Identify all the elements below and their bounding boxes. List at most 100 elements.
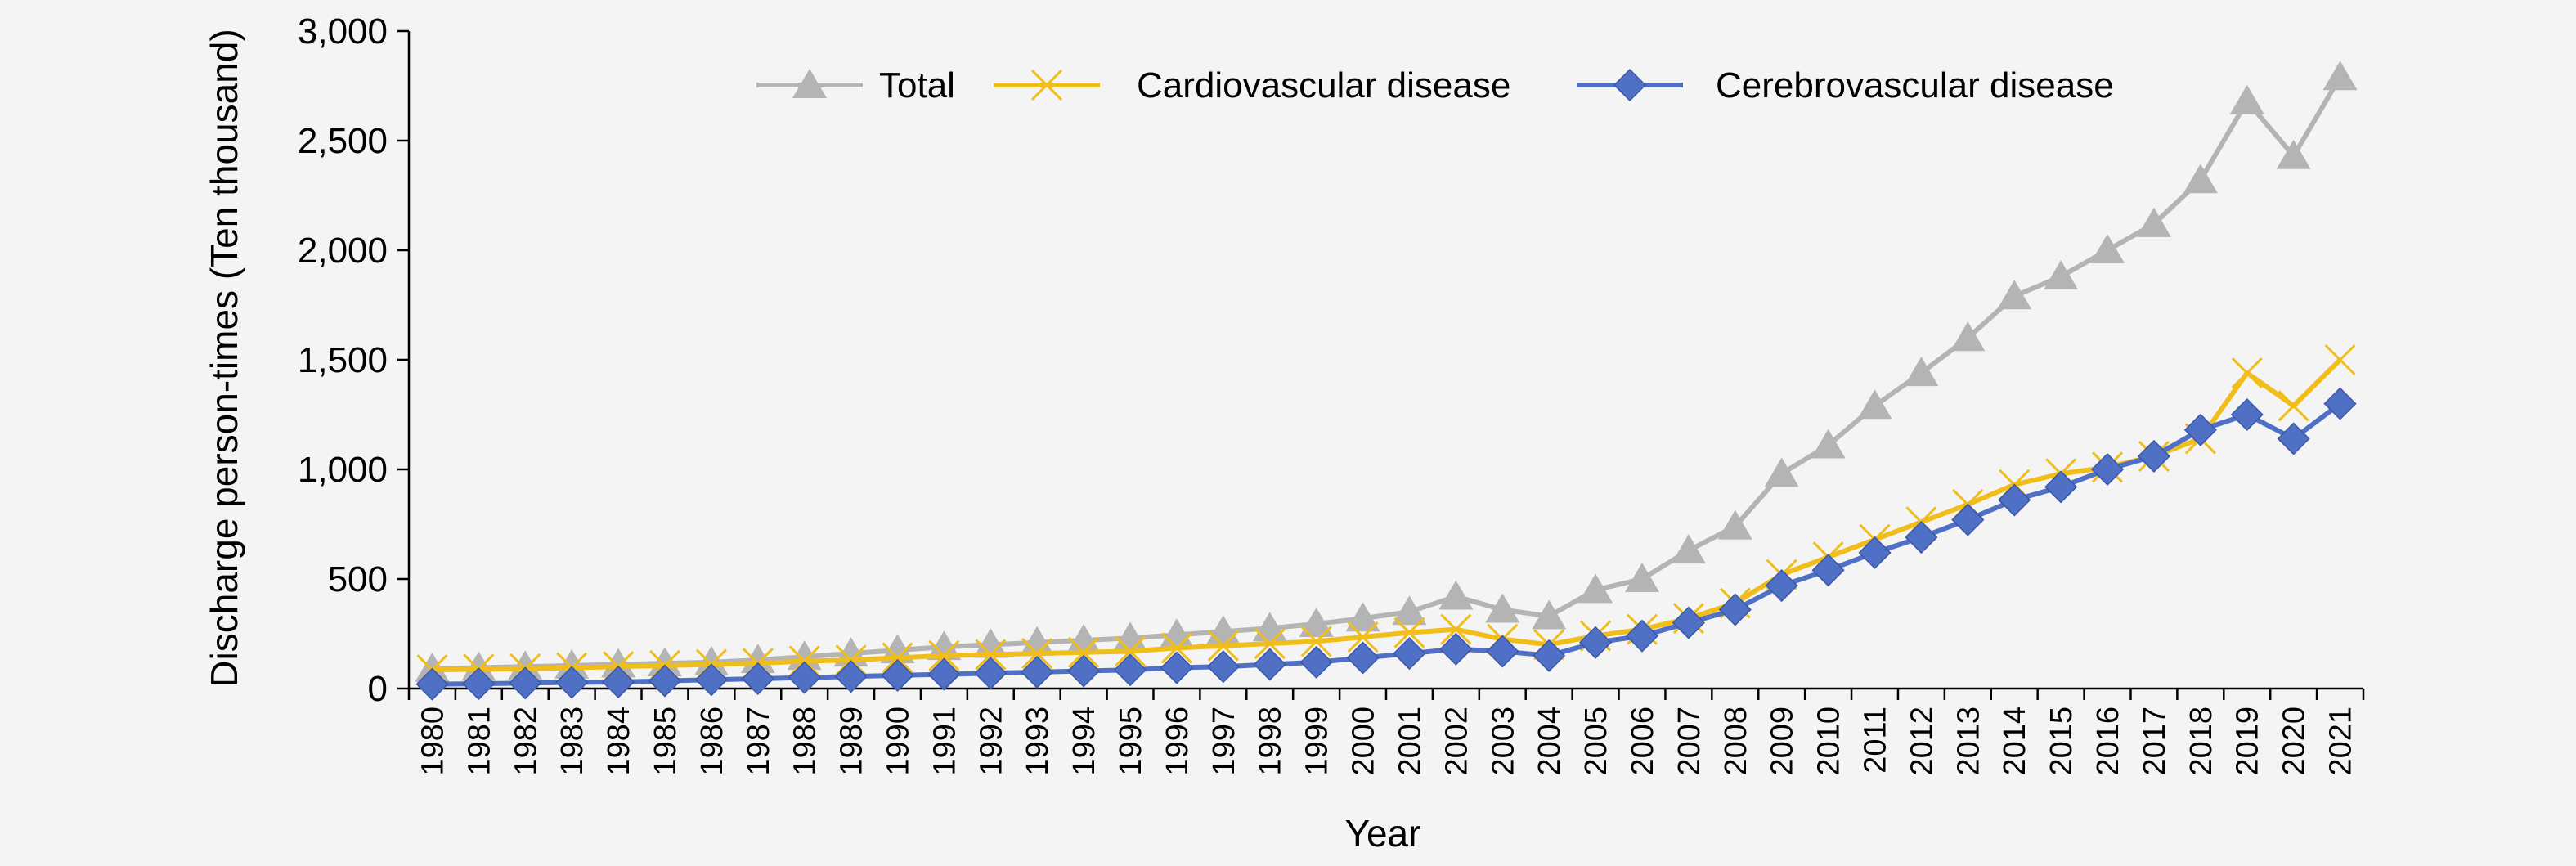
data-point-total <box>1485 593 1520 623</box>
data-point-cardiovascular-disease <box>2231 357 2263 389</box>
data-point-cerebrovascular-disease <box>415 667 449 701</box>
data-point-total <box>1438 580 1474 610</box>
x-tick-label: 2017 <box>2138 707 2172 776</box>
data-point-cerebrovascular-disease <box>1905 521 1938 554</box>
data-point-cardiovascular-disease <box>1160 632 1192 664</box>
data-point-cardiovascular-disease <box>1114 635 1147 667</box>
x-tick-label: 2015 <box>2044 707 2079 776</box>
data-point-total <box>1345 602 1380 632</box>
x-tick-label: 2002 <box>1439 707 1474 776</box>
data-point-total <box>2276 139 2311 169</box>
data-point-total <box>1066 624 1102 654</box>
x-tick-label: 2009 <box>1766 707 1800 776</box>
data-point-cardiovascular-disease <box>1347 621 1379 653</box>
data-point-cerebrovascular-disease <box>2230 397 2264 432</box>
x-tick-label: 1996 <box>1160 707 1195 776</box>
data-point-cardiovascular-disease <box>882 642 913 674</box>
x-tick-label: 2006 <box>1626 707 1660 776</box>
x-tick-label: 1998 <box>1254 707 1288 776</box>
data-point-cerebrovascular-disease <box>2277 422 2310 455</box>
data-point-cerebrovascular-disease <box>648 664 682 698</box>
data-point-cerebrovascular-disease <box>1067 654 1101 688</box>
data-point-cerebrovascular-disease <box>741 662 774 696</box>
y-tick-label: 500 <box>328 559 388 599</box>
data-point-total <box>508 650 543 680</box>
x-tick-label: 1997 <box>1207 707 1241 776</box>
x-tick-label: 2019 <box>2231 707 2265 776</box>
data-point-cardiovascular-disease <box>1068 636 1100 668</box>
data-point-cerebrovascular-disease <box>602 665 635 699</box>
x-tick-label: 1991 <box>927 707 962 776</box>
x-tick-label: 1985 <box>648 707 683 776</box>
data-point-cerebrovascular-disease <box>1346 641 1380 675</box>
data-point-cardiovascular-disease <box>1254 627 1286 660</box>
x-tick-label: 1982 <box>509 707 543 776</box>
data-point-cerebrovascular-disease <box>1951 503 1985 536</box>
y-tick-label: 3,000 <box>298 11 388 52</box>
x-tick-label: 1992 <box>974 707 1008 776</box>
data-point-cerebrovascular-disease <box>788 661 821 694</box>
x-tick-label: 2020 <box>2278 707 2312 776</box>
x-tick-label: 1983 <box>555 707 590 776</box>
data-point-total <box>927 630 962 661</box>
data-point-cerebrovascular-disease <box>1299 645 1333 679</box>
data-point-cerebrovascular-disease <box>1206 650 1240 684</box>
data-point-total <box>2322 61 2358 91</box>
data-point-total <box>647 647 682 677</box>
data-point-cerebrovascular-disease <box>2323 387 2357 420</box>
data-point-cerebrovascular-disease <box>1021 655 1054 689</box>
data-point-cerebrovascular-disease <box>1765 568 1798 603</box>
data-point-cerebrovascular-disease <box>1160 651 1193 684</box>
data-point-cerebrovascular-disease <box>2183 413 2217 446</box>
legend-label: Cerebrovascular disease <box>1716 65 2114 105</box>
data-point-cerebrovascular-disease <box>1533 639 1566 672</box>
data-point-total <box>1624 563 1659 592</box>
x-tick-label: 2013 <box>1951 707 1986 776</box>
data-point-total <box>1671 534 1706 564</box>
data-point-cerebrovascular-disease <box>2044 470 2078 504</box>
data-point-cerebrovascular-disease <box>555 666 589 699</box>
x-tick-label: 1995 <box>1114 707 1148 776</box>
data-point-total <box>415 652 450 682</box>
y-tick-label: 2,000 <box>298 231 388 271</box>
data-point-cerebrovascular-disease <box>1672 606 1705 639</box>
data-point-cardiovascular-disease <box>928 639 960 671</box>
data-point-cardiovascular-disease <box>835 644 867 676</box>
data-point-total <box>1532 599 1567 630</box>
data-point-cerebrovascular-disease <box>1718 593 1752 626</box>
axes: 0 500 1,000 1,500 2,000 2,500 3,000 1980 1981 198… <box>298 11 2365 776</box>
data-point-cardiovascular-disease <box>1021 638 1053 670</box>
data-point-total <box>1392 595 1427 626</box>
x-tick-label: 2011 <box>1859 707 1893 774</box>
series-cerebrovascular-disease <box>415 387 2357 701</box>
data-point-total <box>2136 207 2171 237</box>
data-point-cerebrovascular-disease <box>2137 439 2170 473</box>
y-tick-label: 0 <box>368 669 388 709</box>
x-tick-label: 1981 <box>462 707 496 776</box>
series-group <box>415 61 2358 701</box>
y-tick-label: 1,000 <box>298 450 388 490</box>
x-tick-label: 2007 <box>1672 707 1707 776</box>
data-point-total <box>1299 607 1334 637</box>
data-point-cerebrovascular-disease <box>881 658 914 692</box>
legend: Total Cardiovascular disease Cerebrovascul… <box>756 65 2114 105</box>
data-point-total <box>693 645 729 675</box>
x-tick-label: 1987 <box>742 707 776 776</box>
data-point-cerebrovascular-disease <box>1486 635 1519 668</box>
data-point-cerebrovascular-disease <box>1393 637 1426 671</box>
data-point-cardiovascular-disease <box>1393 617 1425 648</box>
data-point-cerebrovascular-disease <box>1625 619 1659 653</box>
data-point-cerebrovascular-disease <box>927 657 961 691</box>
x-tick-label: 2021 <box>2324 707 2358 776</box>
data-point-cardiovascular-disease <box>975 639 1007 671</box>
x-tick-label: 2010 <box>1812 707 1847 776</box>
data-point-cardiovascular-disease <box>788 645 820 677</box>
legend-item-cerebrovascular-disease: Cerebrovascular disease <box>1577 65 2114 105</box>
data-point-total <box>1020 626 1055 656</box>
legend-swatch-marker <box>792 69 827 98</box>
x-tick-label: 2018 <box>2184 707 2219 776</box>
y-tick-label: 2,500 <box>298 121 388 161</box>
x-tick-label: 2012 <box>1905 707 1939 776</box>
